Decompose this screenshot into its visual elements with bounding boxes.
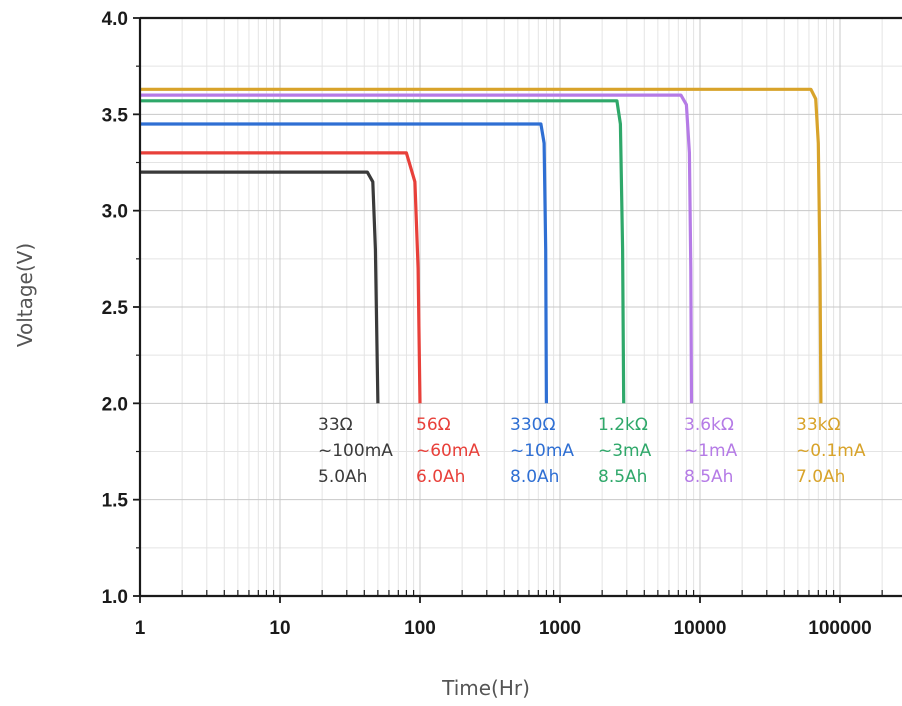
y-tick-label: 2.5 [102,298,129,319]
x-tick-label: 10000 [674,618,727,639]
series-annotation-4-line-3: 8.5Ah [598,467,647,487]
major-grid [140,18,902,596]
series-annotation-2-line-3: 6.0Ah [416,467,465,487]
x-tick-label: 1 [135,618,146,639]
x-tick-labels: 1 10 100 1000 10000 100000 [135,618,872,639]
x-tick-label: 1000 [539,618,581,639]
series-line-5 [140,93,694,404]
series-annotation-5-line-2: ~1mA [684,441,738,461]
series-annotations: 33Ω ~100mA 5.0Ah 56Ω ~60mA 6.0Ah 330Ω ~10mA 8.0A… [318,415,866,487]
y-tick-label: 1.5 [102,491,129,512]
y-tick-label: 3.0 [102,202,128,223]
y-tick-label: 3.5 [102,105,129,126]
y-tick-label: 1.0 [102,587,128,608]
series-annotation-5-line-1: 3.6kΩ [684,415,734,435]
series-annotation-4-line-2: ~3mA [598,441,652,461]
series-annotation-3-line-1: 330Ω [510,415,555,435]
series-annotation-3-line-2: ~10mA [510,441,574,461]
series-annotation-6-line-2: ~0.1mA [796,441,866,461]
series-line-4 [140,99,626,404]
y-axis-title: Voltage(V) [13,243,37,347]
series-layer [140,87,823,404]
x-tick-label: 10 [269,618,290,639]
y-tick-label: 2.0 [102,394,128,415]
series-line-1 [140,170,380,404]
series-annotation-2-line-2: ~60mA [416,441,480,461]
series-line-3 [140,122,548,404]
series-annotation-1-line-2: ~100mA [318,441,393,461]
y-tick-labels: 1.0 1.5 2.0 2.5 3.0 3.5 4.0 [102,9,129,608]
series-annotation-4-line-1: 1.2kΩ [598,415,648,435]
series-line-6 [140,87,823,404]
series-annotation-2-line-1: 56Ω [416,415,451,435]
series-annotation-3-line-3: 8.0Ah [510,467,559,487]
axes [133,16,902,603]
series-annotation-6-line-1: 33kΩ [796,415,840,435]
series-annotation-5-line-3: 8.5Ah [684,467,733,487]
series-annotation-6-line-3: 7.0Ah [796,467,845,487]
x-tick-label: 100000 [808,618,871,639]
y-tick-label: 4.0 [102,9,128,30]
x-axis-title: Time(Hr) [441,676,530,700]
series-annotation-1-line-1: 33Ω [318,415,353,435]
series-line-2 [140,151,422,404]
x-tick-label: 100 [404,618,436,639]
series-annotation-1-line-3: 5.0Ah [318,467,367,487]
